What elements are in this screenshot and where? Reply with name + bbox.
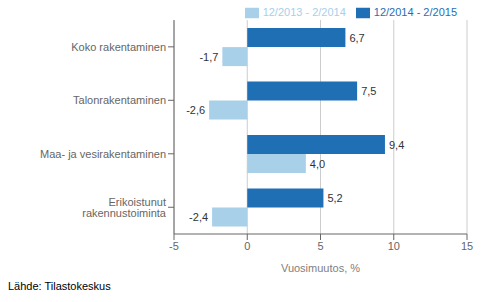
svg-text:10: 10 bbox=[388, 240, 400, 252]
svg-text:15: 15 bbox=[461, 240, 473, 252]
html-text:12/2014 - 2/2015: 12/2014 - 2/2015 bbox=[373, 6, 457, 18]
svg-text:0: 0 bbox=[244, 240, 250, 252]
svg-text:9,4: 9,4 bbox=[389, 139, 404, 151]
svg-text:6,7: 6,7 bbox=[349, 32, 364, 44]
svg-text:Erikoistunutrakennustoiminta: Erikoistunutrakennustoiminta bbox=[82, 196, 167, 219]
svg-text:-1,7: -1,7 bbox=[199, 51, 218, 63]
svg-text:Vuosimuutos, %: Vuosimuutos, % bbox=[281, 262, 360, 274]
svg-text:4,0: 4,0 bbox=[310, 158, 325, 170]
svg-text:-5: -5 bbox=[169, 240, 179, 252]
svg-text:5: 5 bbox=[317, 240, 323, 252]
svg-text:-2,6: -2,6 bbox=[186, 104, 205, 116]
html-text:Lähde: Tilastokeskus: Lähde: Tilastokeskus bbox=[8, 280, 111, 292]
svg-text:Talonrakentaminen: Talonrakentaminen bbox=[73, 94, 166, 106]
svg-text:5,2: 5,2 bbox=[327, 192, 342, 204]
svg-text:Koko rakentaminen: Koko rakentaminen bbox=[71, 41, 166, 53]
svg-text:Maa- ja vesirakentaminen: Maa- ja vesirakentaminen bbox=[40, 148, 166, 160]
svg-text:-2,4: -2,4 bbox=[189, 211, 208, 223]
svg-text:7,5: 7,5 bbox=[361, 85, 376, 97]
html-text:12/2013 - 2/2014: 12/2013 - 2/2014 bbox=[262, 6, 346, 18]
